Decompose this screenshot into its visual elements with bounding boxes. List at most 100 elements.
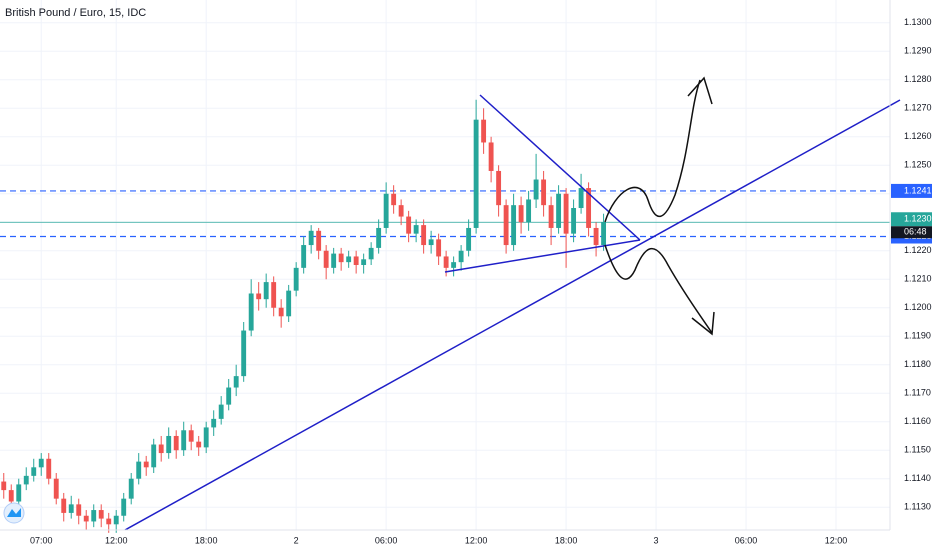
candle-body	[338, 253, 344, 263]
candle-body	[143, 461, 149, 468]
candle-body	[106, 518, 112, 525]
y-tick-label: 1.1300	[904, 17, 932, 27]
up-scenario	[604, 79, 701, 223]
candle-body	[83, 515, 89, 522]
candle-body	[31, 467, 37, 476]
candle-body	[413, 225, 419, 234]
candle-body	[563, 193, 569, 234]
candle-body	[166, 435, 172, 454]
candle-body	[361, 259, 367, 265]
candle-body	[511, 205, 517, 246]
y-tick-label: 1.1270	[904, 103, 932, 113]
candle-body	[526, 199, 532, 223]
logo	[3, 502, 25, 524]
y-tick-label: 1.1170	[904, 388, 931, 398]
x-tick-label: 12:00	[825, 535, 848, 545]
candle-body	[571, 208, 577, 234]
candle-body	[61, 498, 67, 513]
y-tick-label: 1.1140	[904, 473, 931, 483]
x-tick-label: 18:00	[195, 535, 218, 545]
y-tick-label: 1.1250	[904, 160, 932, 170]
candle-body	[481, 119, 487, 143]
y-tick-label: 1.1180	[904, 359, 931, 369]
countdown: 06:48	[904, 227, 927, 237]
trend-line	[124, 99, 901, 531]
candle-body	[76, 504, 82, 516]
x-tick-label: 2	[294, 535, 299, 545]
down-arrowhead	[691, 311, 715, 336]
candle-body	[121, 498, 127, 516]
x-tick-label: 06:00	[735, 535, 758, 545]
drawings	[124, 76, 901, 531]
price-tag-bg	[891, 212, 932, 227]
candle-body	[473, 119, 479, 228]
candle-body	[518, 205, 524, 223]
candle-body	[316, 230, 322, 251]
x-tick-label: 3	[654, 535, 659, 545]
candle-body	[443, 256, 449, 268]
candle-body	[241, 330, 247, 377]
candle-body	[46, 458, 52, 479]
chart-title: British Pound / Euro, 15, IDC	[5, 7, 146, 19]
candle-body	[406, 216, 412, 234]
candle-body	[38, 458, 44, 468]
y-tick-label: 1.1190	[904, 331, 931, 341]
countdown-bg	[891, 226, 932, 239]
candle-body	[496, 170, 502, 206]
candle-body	[91, 510, 97, 522]
candle-body	[578, 188, 584, 209]
candle-body	[113, 515, 119, 525]
candle-body	[458, 250, 464, 263]
price-tag-bg	[891, 183, 932, 198]
y-tick-label: 1.1130	[904, 502, 931, 512]
candle-body	[226, 387, 232, 405]
candle-body	[293, 267, 299, 291]
candle-body	[308, 230, 314, 246]
candle-body	[331, 253, 337, 268]
candle-body	[541, 179, 547, 206]
candle-body	[278, 307, 284, 317]
candle-body	[488, 142, 494, 171]
price-tag: 1.1241	[904, 185, 932, 195]
candle-body	[383, 193, 389, 228]
y-tick-label: 1.1150	[904, 445, 931, 455]
candle-body	[376, 227, 382, 248]
y-tick-label: 1.1220	[904, 245, 932, 255]
candle-body	[301, 245, 307, 268]
candle-body	[466, 227, 472, 251]
levels	[0, 190, 890, 238]
candle-body	[421, 225, 427, 246]
x-tick-label: 18:00	[555, 535, 578, 545]
x-tick-label: 07:00	[30, 535, 53, 545]
candle-body	[451, 262, 457, 268]
candle-body	[8, 490, 14, 502]
candle-body	[196, 441, 202, 448]
triangle-lower	[444, 239, 641, 273]
candle-body	[128, 478, 134, 499]
y-tick-label: 1.1280	[904, 74, 932, 84]
candle-body	[601, 222, 607, 246]
candle-body	[323, 250, 329, 268]
candle-body	[151, 444, 157, 468]
candle-body	[353, 256, 359, 265]
candle-body	[548, 205, 554, 228]
candles	[1, 99, 607, 533]
candle-body	[188, 430, 194, 442]
y-tick-label: 1.1260	[904, 131, 932, 141]
candle-body	[436, 239, 442, 257]
y-tick-label: 1.1160	[904, 416, 931, 426]
candle-body	[181, 430, 187, 451]
triangle-upper	[479, 94, 641, 241]
y-tick-label: 1.1200	[904, 302, 932, 312]
candle-body	[136, 461, 142, 479]
candle-body	[16, 484, 22, 502]
candle-body	[173, 435, 179, 451]
candle-body	[586, 188, 592, 228]
candle-body	[263, 282, 269, 300]
y-tick-label: 1.1290	[904, 46, 932, 56]
price-tag: 1.1230	[904, 214, 932, 224]
up-arrowhead	[687, 76, 713, 105]
x-tick-label: 06:00	[375, 535, 398, 545]
